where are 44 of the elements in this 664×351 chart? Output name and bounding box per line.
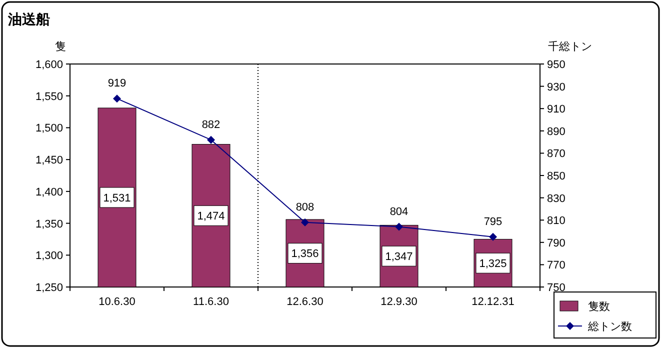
y2-tick-label: 950 [547,59,566,71]
y2-tick-label: 870 [547,148,566,160]
data-label: 1,325 [479,258,507,270]
y2-axis-title: 千総トン [548,40,592,53]
point [301,218,309,226]
y2-tick-label: 890 [547,126,566,138]
point [207,136,215,144]
y-tick-label: 1,250 [35,282,63,294]
data-label: 808 [296,201,314,214]
y-tick-label: 1,600 [35,59,63,71]
y-tick-label: 1,500 [35,122,63,135]
data-label: 795 [484,216,502,228]
legend-label: 隻数 [588,300,610,313]
y-tick-label: 1,300 [35,250,63,262]
data-label: 882 [202,118,220,131]
y-tick-label: 1,350 [35,218,63,230]
data-label: 1,356 [291,248,319,260]
data-label: 804 [390,206,408,218]
y2-tick-label: 750 [547,282,566,294]
y-tick-label: 1,450 [35,154,63,167]
data-label: 1,347 [385,251,413,264]
point [113,94,121,103]
y-tick-label: 1,550 [35,90,63,103]
y2-tick-label: 790 [547,237,566,250]
y2-tick-label: 830 [547,192,566,205]
x-tick-label: 10.6.30 [98,296,136,308]
x-tick-label: 12.6.30 [286,296,324,308]
y-axis-title: 隻 [55,40,66,53]
y2-tick-label: 910 [547,104,566,116]
x-tick-label: 12.12.31 [472,296,514,308]
y2-tick-label: 770 [547,260,566,272]
point [489,232,497,241]
point [395,222,403,231]
data-label: 1,531 [103,192,131,204]
legend-label: 総トン数 [587,321,632,333]
y2-tick-label: 850 [547,170,566,182]
data-label: 919 [108,78,126,90]
data-label: 1,474 [197,210,225,223]
y-tick-label: 1,400 [35,186,63,198]
x-tick-label: 11.6.30 [193,296,229,308]
y2-tick-label: 930 [547,81,566,94]
y2-tick-label: 810 [547,215,566,228]
x-tick-label: 12.9.30 [380,296,418,308]
chart-title: 油送船 [7,11,50,27]
